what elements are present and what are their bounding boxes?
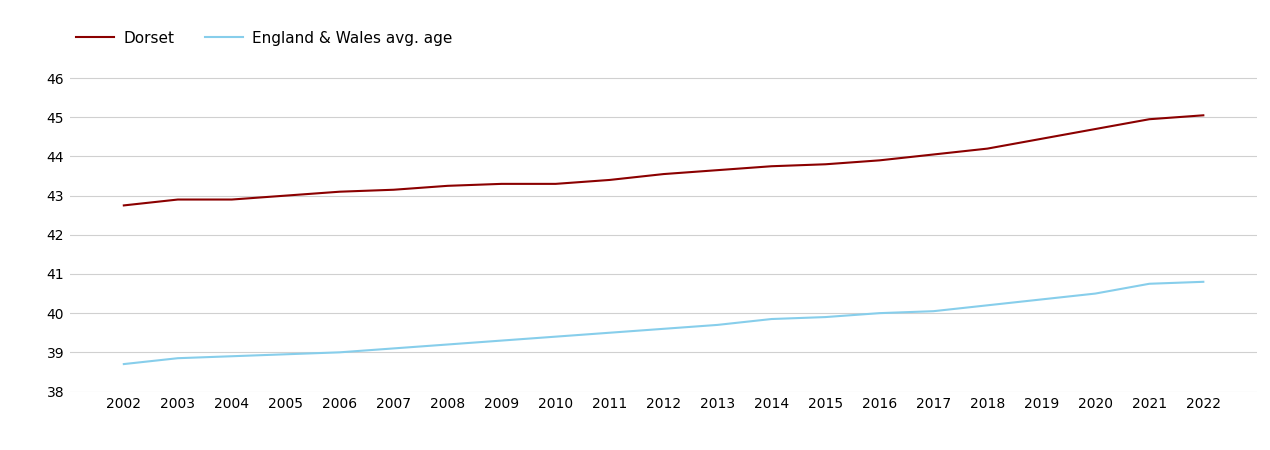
Dorset bbox=[926, 152, 941, 157]
Legend: Dorset, England & Wales avg. age: Dorset, England & Wales avg. age bbox=[70, 25, 458, 52]
Dorset bbox=[980, 146, 996, 151]
Dorset bbox=[116, 202, 131, 208]
England & Wales avg. age bbox=[1195, 279, 1210, 284]
England & Wales avg. age bbox=[494, 338, 509, 343]
England & Wales avg. age bbox=[386, 346, 401, 351]
England & Wales avg. age bbox=[441, 342, 456, 347]
Dorset bbox=[1195, 112, 1210, 118]
Dorset bbox=[655, 171, 671, 177]
England & Wales avg. age bbox=[278, 351, 293, 357]
Dorset bbox=[818, 162, 833, 167]
Dorset bbox=[494, 181, 509, 187]
England & Wales avg. age bbox=[655, 326, 671, 332]
Dorset bbox=[710, 167, 725, 173]
England & Wales avg. age bbox=[116, 361, 131, 367]
England & Wales avg. age bbox=[1087, 291, 1102, 296]
Dorset bbox=[1142, 117, 1157, 122]
England & Wales avg. age bbox=[170, 356, 185, 361]
England & Wales avg. age bbox=[333, 350, 348, 355]
Dorset bbox=[872, 158, 888, 163]
Line: Dorset: Dorset bbox=[123, 115, 1203, 205]
England & Wales avg. age bbox=[980, 302, 996, 308]
England & Wales avg. age bbox=[872, 310, 888, 316]
Dorset bbox=[1034, 136, 1049, 141]
Dorset bbox=[170, 197, 185, 202]
Dorset bbox=[225, 197, 240, 202]
Dorset bbox=[765, 163, 780, 169]
England & Wales avg. age bbox=[549, 334, 564, 339]
England & Wales avg. age bbox=[1142, 281, 1157, 287]
Dorset bbox=[278, 193, 293, 198]
England & Wales avg. age bbox=[1034, 297, 1049, 302]
Line: England & Wales avg. age: England & Wales avg. age bbox=[123, 282, 1203, 364]
England & Wales avg. age bbox=[818, 315, 833, 320]
Dorset bbox=[441, 183, 456, 189]
Dorset bbox=[602, 177, 617, 183]
England & Wales avg. age bbox=[602, 330, 617, 335]
England & Wales avg. age bbox=[710, 322, 725, 328]
Dorset bbox=[1087, 126, 1102, 132]
Dorset bbox=[386, 187, 401, 193]
England & Wales avg. age bbox=[765, 316, 780, 322]
England & Wales avg. age bbox=[926, 309, 941, 314]
England & Wales avg. age bbox=[225, 354, 240, 359]
Dorset bbox=[549, 181, 564, 187]
Dorset bbox=[333, 189, 348, 194]
